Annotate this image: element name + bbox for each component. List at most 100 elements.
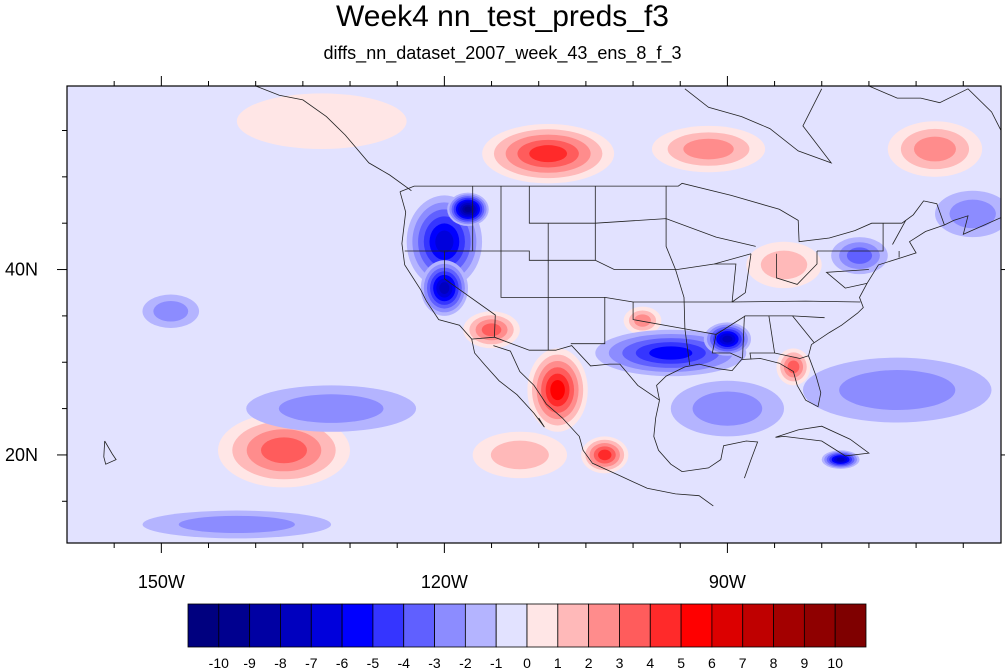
colorbar-label: -9 — [243, 655, 256, 671]
anomaly-subtropical-pacific-positive — [217, 413, 350, 488]
contour-fill — [481, 323, 502, 337]
colorbar-label: -6 — [336, 655, 349, 671]
coastlines-and-borders — [103, 86, 1001, 507]
map-frame — [66, 85, 1002, 544]
state-border — [665, 186, 691, 366]
colorbar-swatch — [434, 603, 466, 648]
colorbar-label: -3 — [428, 655, 441, 671]
colorbar-swatch — [619, 603, 651, 648]
contour-fill — [649, 346, 693, 360]
state-border — [792, 315, 815, 344]
chart-title: Week4 nn_test_preds_f3 — [335, 0, 669, 33]
colorbar-swatch — [649, 603, 682, 648]
colorbar-swatch — [742, 603, 774, 648]
contour-fill — [846, 247, 873, 264]
contour-fill — [692, 391, 763, 426]
chart-subtitle: diffs_nn_dataset_2007_week_43_ens_8_f_3 — [323, 43, 682, 63]
contour-fill — [949, 199, 996, 229]
colorbar-swatch — [280, 603, 312, 648]
colorbar-label: -2 — [459, 655, 472, 671]
cuba-outline — [775, 425, 870, 457]
colorbar-swatch — [803, 603, 836, 648]
colorbar-swatch — [372, 603, 405, 648]
contour-fill — [178, 515, 295, 534]
state-border — [711, 334, 743, 359]
state-border — [776, 251, 818, 285]
labrador-coast — [868, 86, 1001, 131]
anomaly-field — [67, 86, 1001, 543]
hudson-bay-coast — [684, 88, 833, 164]
colorbar-label: -4 — [397, 655, 410, 671]
anomaly-eastern-atlantic-negative — [935, 190, 1001, 238]
bc-alaska-coast — [255, 86, 412, 192]
anomaly-tropical-pacific-negative-band — [142, 510, 332, 539]
contour-fill — [260, 437, 307, 464]
colorbar: -10 -9 -8 -7 -6 -5 -4 -3 -2 -1 0 1 2 3 4 5 6 7 8 9 10 — [187, 603, 867, 671]
mexico-gulf-coast — [653, 400, 759, 479]
colorbar-swatch — [588, 603, 620, 648]
contour-fill — [529, 145, 568, 163]
contour-fill — [839, 370, 956, 411]
colorbar-swatch — [249, 603, 281, 648]
state-border — [528, 186, 756, 247]
anomaly-sierra-madre-positive — [527, 348, 588, 432]
colorbar-label: 4 — [646, 655, 654, 671]
contour-fill — [490, 440, 549, 470]
colorbar-label: 10 — [827, 655, 843, 671]
state-border — [749, 315, 776, 360]
state-border — [444, 186, 496, 338]
anomaly-tropical-pacific-positive — [472, 431, 568, 479]
colorbar-swatch — [341, 603, 374, 648]
contour-fill — [464, 206, 472, 213]
state-border — [632, 302, 825, 335]
colorbar-swatch — [773, 603, 805, 648]
y-tick-label: 20N — [5, 445, 38, 465]
state-border — [404, 250, 752, 270]
anomaly-atlantic-subtropical-negative — [802, 357, 992, 423]
colorbar-label: 0 — [523, 655, 531, 671]
anomaly-mississippi-core-negative — [703, 322, 752, 356]
anomaly-hudson-bay-positive — [651, 125, 766, 173]
anomaly-gulf-of-mexico-negative — [670, 380, 785, 437]
state-border — [825, 269, 869, 289]
anomaly-gulf-coast-negative — [595, 329, 747, 377]
gulf-atlantic-coastline — [656, 215, 1001, 408]
contour-fill — [278, 394, 384, 423]
contour-fill — [153, 300, 189, 322]
anomaly-gulf-of-alaska-positive — [236, 93, 407, 150]
anomaly-subtropical-pacific-ring-negative — [246, 385, 417, 432]
colorbar-swatch — [187, 603, 220, 648]
colorbar-label: 2 — [585, 655, 593, 671]
west-coastline — [399, 191, 545, 428]
anomaly-north-central-canada-positive — [482, 123, 615, 184]
colorbar-swatch — [557, 603, 590, 648]
colorbar-label: 1 — [554, 655, 562, 671]
colorbar-label: 6 — [708, 655, 716, 671]
state-border — [892, 220, 907, 245]
colorbar-swatch — [680, 603, 713, 648]
anomaly-caribbean-negative — [821, 450, 860, 469]
contour-fill — [236, 93, 407, 150]
contour-fill — [683, 138, 734, 160]
contour-fill — [598, 449, 612, 461]
us-canada-border — [399, 182, 945, 243]
x-tick-label: 120W — [421, 572, 468, 592]
anomaly-washington-core-negative — [447, 192, 489, 226]
state-border — [731, 253, 752, 303]
contour-fill — [550, 379, 565, 401]
colorbar-swatch — [218, 603, 251, 648]
colorbar-label: -10 — [209, 655, 229, 671]
colorbar-swatch — [403, 603, 435, 648]
anomaly-eastern-pacific-negative — [142, 294, 200, 328]
colorbar-swatch — [834, 603, 867, 648]
axes: 150W 120W 90W 40N 20N — [5, 76, 1005, 592]
colorbar-swatch — [711, 603, 744, 648]
colorbar-label: -8 — [274, 655, 287, 671]
contour-fill — [913, 136, 956, 162]
anomaly-florida-positive — [776, 348, 811, 386]
anomaly-northeast-negative — [831, 237, 888, 275]
anomaly-southwest-positive — [463, 311, 520, 349]
colorbar-swatch — [310, 603, 343, 648]
colorbar-swatch — [495, 603, 528, 648]
